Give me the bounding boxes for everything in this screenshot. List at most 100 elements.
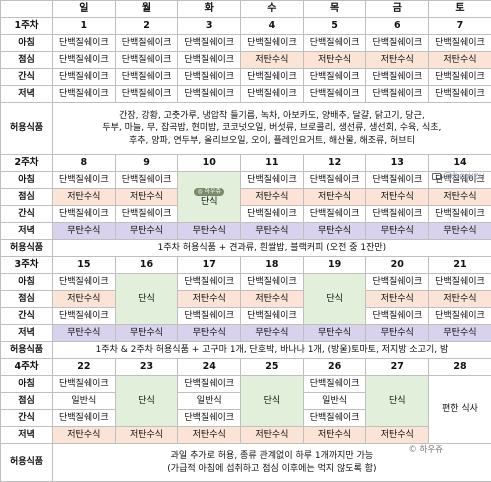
meal-cell: 단백질쉐이크 (241, 274, 304, 291)
date-cell: 21 (429, 257, 491, 274)
allowed-foods-text: 간장, 강황, 고춧가루, 냉압착 들기름, 녹차, 아보카도, 양배추, 달걀… (53, 103, 491, 155)
meal-cell: 단백질쉐이크 (178, 308, 241, 325)
meal-cell: 단백질쉐이크 (178, 52, 241, 69)
week-label: 4주차 (1, 359, 53, 376)
diet-plan-sheet: 일 월 화 수 목 금 토 1주차 1 2 3 4 5 6 7 아침 단백질쉐이… (0, 0, 491, 468)
meal-cell: 단백질쉐이크 (115, 206, 178, 223)
date-cell: 6 (366, 18, 429, 35)
meal-cell: 단백질쉐이크 (53, 69, 116, 86)
meal-cell: 단백질쉐이크 (53, 86, 116, 103)
meal-cell: 저탄수식 (241, 291, 304, 308)
meal-cell: 저탄수식 (115, 189, 178, 206)
date-cell: 24 (178, 359, 241, 376)
row-label-lunch: 점심 (1, 189, 53, 206)
meal-cell: 저탄수식 (53, 189, 116, 206)
meal-cell: 단백질쉐이크 (178, 69, 241, 86)
meal-cell: 단백질쉐이크 (429, 274, 491, 291)
date-cell: 11 (241, 155, 304, 172)
meal-cell: 저탄수식 (429, 52, 491, 69)
date-cell: 10 (178, 155, 241, 172)
fast-cell: 단식 (303, 274, 366, 325)
meal-cell: 무탄수식 (303, 325, 366, 342)
row-label-snack: 간식 (1, 206, 53, 223)
day-header-mon: 월 (115, 1, 178, 18)
week-3-lunch-row: 점심 저탄수식 저탄수식 저탄수식 저탄수식 저탄수식 (1, 291, 491, 308)
week-4-dinner-row: 저녁 저탄수식 저탄수식 저탄수식 저탄수식 저탄수식 저탄수식 (1, 427, 491, 444)
date-cell: 7 (429, 18, 491, 35)
allowed-line: (가급적 아침에 섭취하고 점심 이후에는 먹지 않도록 함) (57, 463, 487, 475)
meal-cell: 단백질쉐이크 (366, 308, 429, 325)
day-header-wed: 수 (241, 1, 304, 18)
week-2-snack-row: 간식 단백질쉐이크 단백질쉐이크 단백질쉐이크 단백질쉐이크 단백질쉐이크 단백… (1, 206, 491, 223)
date-cell: 27 (366, 359, 429, 376)
row-label-snack: 간식 (1, 69, 53, 86)
day-header-fri: 금 (366, 1, 429, 18)
meal-cell: 일반식 (303, 393, 366, 410)
date-cell: 15 (53, 257, 116, 274)
camera-icon (432, 173, 441, 180)
week-2-header-row: 2주차 8 9 10 11 12 13 14 (1, 155, 491, 172)
day-header-sat: 토 (429, 1, 491, 18)
row-label-breakfast: 아침 (1, 376, 53, 393)
week-2-dinner-row: 저녁 무탄수식 무탄수식 무탄수식 무탄수식 무탄수식 무탄수식 무탄수식 (1, 223, 491, 240)
meal-cell: 저탄수식 (366, 291, 429, 308)
week-2-allowed-row: 허용식품 1주차 허용식품 + 견과류, 흰쌀밥, 블랙커피 (오전 중 1잔만… (1, 240, 491, 257)
row-label-lunch: 점심 (1, 291, 53, 308)
meal-cell: 단백질쉐이크 (241, 86, 304, 103)
meal-cell: 저탄수식 (303, 427, 366, 444)
day-header-row: 일 월 화 수 목 금 토 (1, 1, 491, 18)
meal-cell: 단백질쉐이크 (241, 69, 304, 86)
meal-cell: 단백질쉐이크 (178, 410, 241, 427)
date-cell: 16 (115, 257, 178, 274)
meal-cell: 저탄수식 (241, 427, 304, 444)
date-cell: 13 (366, 155, 429, 172)
week-4-header-row: 4주차 22 23 24 25 26 27 28 (1, 359, 491, 376)
meal-cell: 저탄수식 (366, 52, 429, 69)
row-label-breakfast: 아침 (1, 35, 53, 52)
meal-cell: 단백질쉐이크 (53, 410, 116, 427)
meal-cell: 무탄수식 (366, 325, 429, 342)
date-cell: 12 (303, 155, 366, 172)
fast-cell: 단식 (241, 376, 304, 427)
meal-cell: 저탄수식 (366, 189, 429, 206)
row-label-snack: 간식 (1, 410, 53, 427)
week-label: 3주차 (1, 257, 53, 274)
meal-cell: 무탄수식 (178, 325, 241, 342)
meal-cell: 저탄수식 (429, 189, 491, 206)
row-label-dinner: 저녁 (1, 86, 53, 103)
meal-cell: 단백질쉐이크 (178, 376, 241, 393)
meal-cell: 단백질쉐이크 (53, 274, 116, 291)
meal-cell: 단백질쉐이크 (303, 376, 366, 393)
date-cell: 1 (53, 18, 116, 35)
day-header-thu: 목 (303, 1, 366, 18)
corner-cell (1, 1, 53, 18)
watermark: @howzu (432, 171, 485, 182)
week-3-dinner-row: 저녁 무탄수식 무탄수식 무탄수식 무탄수식 무탄수식 무탄수식 무탄수식 (1, 325, 491, 342)
meal-cell: 무탄수식 (429, 325, 491, 342)
week-2-breakfast-row: 아침 단백질쉐이크 단백질쉐이크 ◎ 하우쥬 단식 단백질쉐이크 단백질쉐이크 … (1, 172, 491, 189)
meal-cell: 무탄수식 (429, 223, 491, 240)
meal-cell: 단백질쉐이크 (53, 308, 116, 325)
date-cell: 25 (241, 359, 304, 376)
meal-cell: 저탄수식 (366, 427, 429, 444)
row-label-breakfast: 아침 (1, 274, 53, 291)
row-label-allowed: 허용식품 (1, 103, 53, 155)
week-1-snack-row: 간식 단백질쉐이크 단백질쉐이크 단백질쉐이크 단백질쉐이크 단백질쉐이크 단백… (1, 69, 491, 86)
meal-cell: 단백질쉐이크 (53, 206, 116, 223)
fast-cell: 단식 (366, 376, 429, 427)
date-cell: 22 (53, 359, 116, 376)
date-cell: 5 (303, 18, 366, 35)
meal-cell: 저탄수식 (115, 427, 178, 444)
meal-cell: 무탄수식 (53, 223, 116, 240)
meal-cell: 무탄수식 (115, 223, 178, 240)
meal-cell: 단백질쉐이크 (366, 69, 429, 86)
week-4-breakfast-row: 아침 단백질쉐이크 단식 단백질쉐이크 단식 단백질쉐이크 단식 편한 식사 (1, 376, 491, 393)
meal-cell: 단백질쉐이크 (115, 86, 178, 103)
date-cell: 19 (303, 257, 366, 274)
meal-cell: 단백질쉐이크 (429, 206, 491, 223)
meal-cell: 단백질쉐이크 (115, 69, 178, 86)
meal-cell: 저탄수식 (178, 427, 241, 444)
photo-credit: © 하우쥬 (408, 443, 443, 455)
free-meal-cell: 편한 식사 (429, 376, 491, 444)
